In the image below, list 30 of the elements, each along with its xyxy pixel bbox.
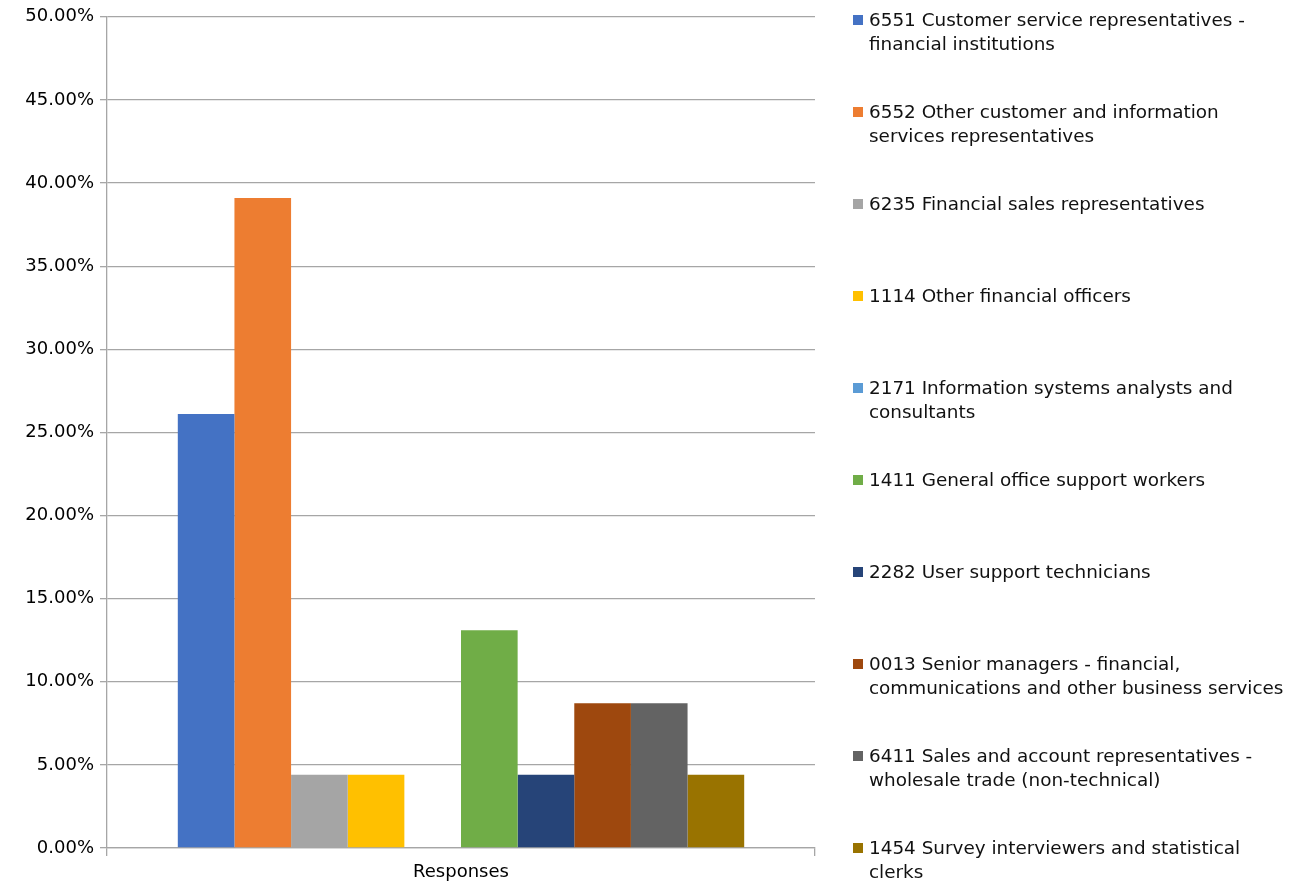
legend-label: 6551 Customer service representatives - financial institutions bbox=[869, 8, 1246, 56]
legend-label: 1114 Other financial officers bbox=[869, 284, 1132, 308]
y-tick-label: 0.00% bbox=[36, 835, 94, 857]
bar bbox=[347, 774, 405, 848]
bar bbox=[461, 630, 518, 848]
y-tick-label: 15.00% bbox=[25, 586, 94, 608]
y-tick-label: 25.00% bbox=[25, 420, 94, 442]
y-tick-label: 30.00% bbox=[25, 336, 94, 358]
y-tick-label: 50.00% bbox=[25, 4, 94, 26]
legend-label: 2282 User support technicians bbox=[869, 560, 1152, 584]
y-tick-label: 35.00% bbox=[25, 253, 94, 275]
bar bbox=[234, 198, 292, 848]
legend-label: 6411 Sales and account representatives - wholesale trade (non-technical) bbox=[869, 744, 1254, 792]
bar bbox=[687, 774, 745, 848]
bar bbox=[630, 703, 688, 848]
y-tick-label: 5.00% bbox=[36, 752, 94, 774]
bar bbox=[517, 774, 575, 848]
legend-label: 1411 General office support workers bbox=[869, 468, 1207, 492]
bar bbox=[177, 414, 235, 848]
legend-label: 0013 Senior managers - financial, communications and other business services bbox=[869, 652, 1285, 700]
bar bbox=[574, 703, 631, 848]
legend-label: 6235 Financial sales representatives bbox=[869, 192, 1206, 216]
legend-label: 6552 Other customer and information services representatives bbox=[869, 100, 1220, 148]
y-tick-label: 10.00% bbox=[25, 669, 94, 691]
legend-label: 1454 Survey interviewers and statistical clerks bbox=[869, 836, 1242, 884]
y-tick-label: 40.00% bbox=[25, 170, 94, 192]
y-tick-label: 45.00% bbox=[25, 87, 94, 109]
x-tick-label: Responses bbox=[413, 860, 509, 882]
y-tick-label: 20.00% bbox=[25, 503, 94, 525]
legend-label: 2171 Information systems analysts and consultants bbox=[869, 376, 1234, 424]
